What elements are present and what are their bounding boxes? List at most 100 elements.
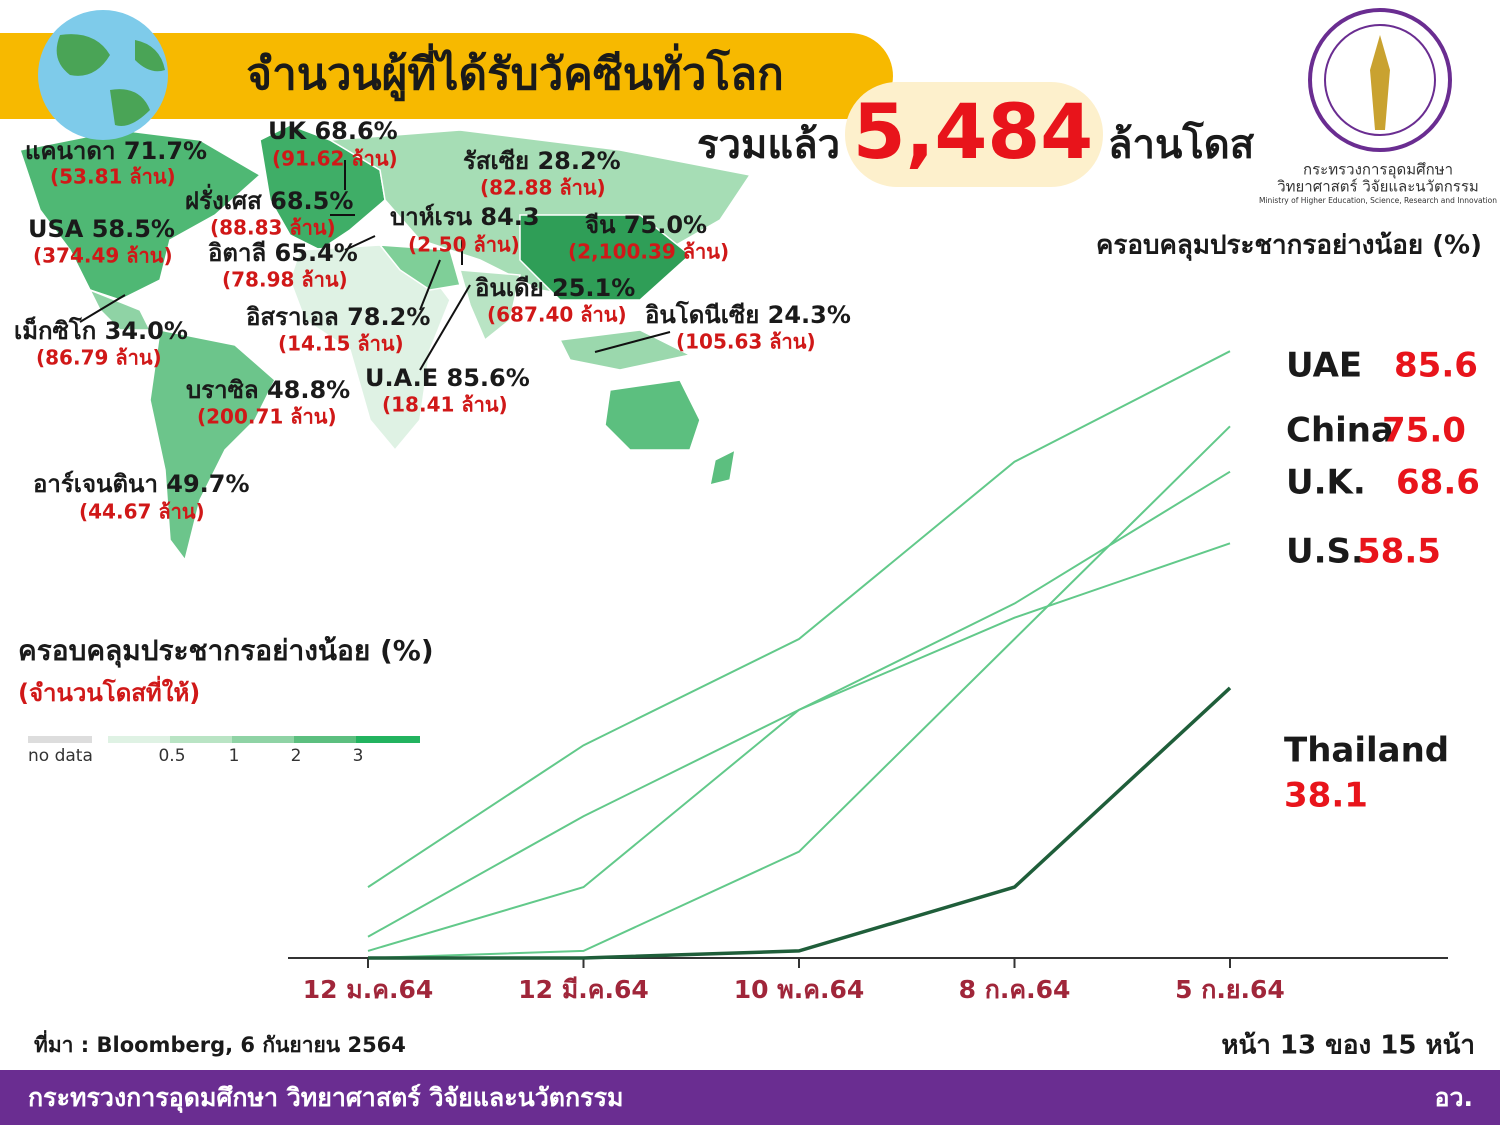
legend-subtitle: (จำนวนโดสที่ให้) — [18, 675, 200, 707]
total-prefix: รวมแล้ว — [697, 122, 840, 168]
legend-swatch — [108, 736, 170, 743]
logo-line3: Ministry of Higher Education, Science, R… — [1259, 196, 1497, 205]
series-end-value: 58.5 — [1357, 532, 1441, 572]
world-map — [19, 124, 752, 562]
country-label: UK 68.6% — [268, 117, 398, 145]
title-band — [0, 33, 893, 119]
country-doses: (18.41 ล้าน) — [382, 393, 508, 417]
series-line — [368, 686, 1232, 960]
australia — [604, 379, 701, 451]
country-doses: (105.63 ล้าน) — [676, 330, 816, 354]
series-end-value: 38.1 — [1284, 776, 1368, 816]
legend-swatch — [356, 736, 420, 743]
map-arrows — [79, 160, 671, 371]
arrow — [594, 331, 671, 353]
series-name: U.K. — [1286, 463, 1366, 503]
series-end-value: 85.6 — [1394, 346, 1478, 386]
series-end-value: 68.6 — [1396, 463, 1480, 503]
country-doses: (82.88 ล้าน) — [480, 176, 606, 200]
legend-label: 0.5 — [158, 746, 185, 766]
legend-swatch — [170, 736, 232, 743]
china — [519, 214, 692, 301]
x-tick-label: 8 ก.ค.64 — [959, 975, 1071, 1004]
series-name: U.S. — [1286, 532, 1364, 572]
country-doses: (53.81 ล้าน) — [50, 165, 176, 189]
legend-scale — [28, 736, 420, 743]
country-label: บาห์เรน 84.3 — [390, 203, 540, 231]
arrow — [344, 235, 376, 251]
logo-inner — [1324, 24, 1436, 136]
country-doses: (88.83 ล้าน) — [210, 216, 336, 240]
country-label: อิตาลี 65.4% — [208, 239, 358, 267]
page-title: จำนวนผู้ที่ได้รับวัคซีนทั่วโลก — [246, 43, 783, 101]
globe-land — [56, 34, 165, 126]
south-america — [149, 329, 276, 562]
legend-label: 2 — [291, 746, 302, 766]
legend-label: 1 — [229, 746, 240, 766]
country-doses: (2,100.39 ล้าน) — [568, 240, 729, 264]
x-tick-label: 12 มี.ค.64 — [518, 975, 648, 1004]
middle-east — [378, 244, 461, 291]
series-name: China — [1286, 411, 1394, 451]
southeast-asia — [558, 329, 693, 371]
country-doses: (687.40 ล้าน) — [487, 303, 627, 327]
series-line — [367, 425, 1231, 959]
footer-abbr: อว. — [1434, 1083, 1473, 1112]
country-doses: (78.98 ล้าน) — [222, 268, 348, 292]
total-unit: ล้านโดส — [1108, 121, 1255, 168]
legend-label: no data — [28, 746, 93, 766]
legend-swatch — [232, 736, 294, 743]
logo-line2: วิทยาศาสตร์ วิจัยและนวัตกรรม — [1277, 178, 1479, 196]
series-name: UAE — [1286, 346, 1362, 386]
country-label: ฝรั่งเศส 68.5% — [185, 183, 353, 215]
series-name: Thailand — [1284, 731, 1449, 771]
new-zealand — [709, 448, 736, 487]
arrow — [419, 284, 471, 371]
india — [458, 269, 521, 342]
logo-line1: กระทรวงการอุดมศึกษา — [1303, 161, 1453, 180]
country-label: เม็กซิโก 34.0% — [14, 316, 188, 345]
north-america — [19, 129, 262, 301]
logo-emblem — [1370, 35, 1390, 130]
country-label: อิสราเอล 78.2% — [246, 303, 430, 331]
legend-swatch — [28, 736, 92, 743]
country-doses: (2.50 ล้าน) — [408, 233, 520, 257]
footer-band — [0, 1070, 1500, 1125]
arrow — [419, 259, 441, 311]
source: ที่มา : Bloomberg, 6 กันยายน 2564 — [34, 1029, 406, 1057]
country-label: แคนาดา 71.7% — [25, 137, 207, 165]
country-doses: (14.15 ล้าน) — [278, 332, 404, 356]
country-label: USA 58.5% — [28, 215, 175, 243]
legend-title: ครอบคลุมประชากรอย่างน้อย (%) — [18, 634, 434, 668]
total-value: 5,484 — [853, 87, 1093, 176]
central-america — [88, 288, 152, 331]
series-end-value: 75.0 — [1382, 411, 1466, 451]
series-line — [367, 350, 1231, 888]
europe — [259, 124, 386, 251]
country-doses: (200.71 ล้าน) — [197, 405, 337, 429]
country-label: จีน 75.0% — [585, 211, 707, 239]
country-doses: (44.67 ล้าน) — [79, 500, 205, 524]
chart-title: ครอบคลุมประชากรอย่างน้อย (%) — [1096, 231, 1482, 262]
country-doses: (86.79 ล้าน) — [36, 346, 162, 370]
country-label: อินโดนีเซีย 24.3% — [645, 300, 851, 329]
series-line — [367, 542, 1231, 952]
globe — [38, 10, 168, 140]
country-label: รัสเซีย 28.2% — [463, 147, 621, 175]
country-doses: (91.62 ล้าน) — [272, 147, 398, 171]
country-label: อาร์เจนตินา 49.7% — [33, 470, 250, 498]
x-tick-label: 10 พ.ค.64 — [734, 975, 864, 1004]
country-label: U.A.E 85.6% — [365, 364, 530, 392]
page-number: หน้า 13 ของ 15 หน้า — [1221, 1031, 1475, 1061]
legend-label: 3 — [353, 746, 364, 766]
country-doses: (374.49 ล้าน) — [33, 244, 173, 268]
footer-ministry: กระทรวงการอุดมศึกษา วิทยาศาสตร์ วิจัยและ… — [28, 1083, 623, 1114]
country-label: อินเดีย 25.1% — [475, 274, 635, 302]
x-tick-label: 5 ก.ย.64 — [1175, 975, 1285, 1004]
legend-swatch — [294, 736, 356, 743]
arrow — [79, 294, 126, 323]
country-label: บราซิล 48.8% — [186, 376, 350, 404]
x-tick-label: 12 ม.ค.64 — [303, 975, 433, 1004]
